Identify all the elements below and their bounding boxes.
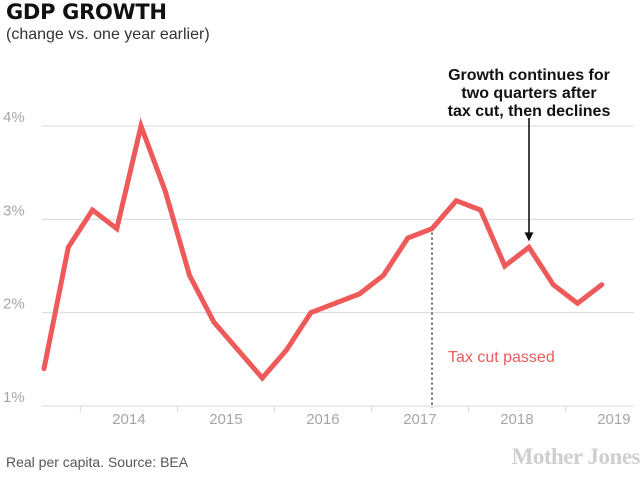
x-tick-label: 2015 [209, 411, 242, 428]
source-note: Real per capita. Source: BEA [6, 454, 189, 470]
series-line [41, 117, 605, 382]
x-axis-ticks: 2014 2015 2016 2017 2018 2019 [79, 406, 631, 428]
brand-logo: Mother Jones [511, 444, 641, 469]
x-tick-label: 2017 [403, 411, 436, 428]
annotation-arrow-head [524, 232, 534, 242]
growth-annotation-line: two quarters after [461, 85, 596, 102]
y-tick-label: 4% [3, 109, 25, 126]
x-tick-label: 2018 [500, 411, 533, 428]
y-tick-label: 1% [3, 389, 25, 406]
growth-annotation-line: Growth continues for [448, 67, 610, 84]
growth-annotation-line: tax cut, then declines [448, 103, 611, 120]
series-layer [41, 117, 605, 382]
x-tick-label: 2014 [112, 411, 145, 428]
chart-title: GDP GROWTH [6, 0, 167, 24]
y-tick-label: 3% [3, 202, 25, 219]
x-tick-label: 2019 [597, 411, 630, 428]
y-tick-label: 2% [3, 296, 25, 313]
chart-subtitle: (change vs. one year earlier) [6, 26, 210, 43]
tax-cut-label: Tax cut passed [448, 349, 555, 366]
x-tick-label: 2016 [306, 411, 339, 428]
y-axis-ticks: 1% 2% 3% 4% [3, 109, 25, 406]
